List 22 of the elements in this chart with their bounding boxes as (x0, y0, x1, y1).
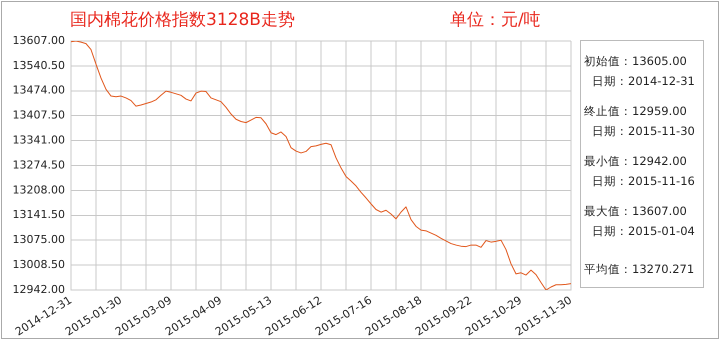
y-tick-label: 13141.50 (12, 208, 65, 222)
text: 最小值：12942.00 (584, 153, 688, 170)
text: 平均值：13270.271 (584, 261, 696, 278)
chart-subtitle: 单位：元/吨 (450, 9, 541, 31)
y-tick-label: 13474.00 (12, 84, 65, 97)
y-tick-label: 13407.50 (12, 108, 65, 122)
text: 初始值：13605.00 (584, 53, 688, 70)
y-tick-label: 13208.00 (12, 183, 65, 196)
text: 终止值：12959.00 (584, 103, 688, 120)
text: 日期：2015-11-16 (591, 173, 696, 190)
y-tick-label: 13607.00 (12, 34, 65, 47)
y-tick-label: 12942.00 (12, 282, 65, 296)
text: 日期：2014-12-31 (591, 73, 696, 90)
text: 最大值：13607.00 (584, 203, 688, 220)
y-tick-label: 13008.50 (12, 258, 65, 271)
text: 日期：2015-11-30 (591, 123, 696, 140)
y-tick-label: 13341.00 (12, 133, 65, 146)
y-tick-label: 13075.00 (12, 233, 65, 246)
y-tick-label: 13540.50 (12, 58, 65, 72)
text: 日期：2015-01-04 (591, 223, 696, 240)
y-tick-label: 13274.50 (12, 158, 65, 172)
chart-title: 国内棉花价格指数3128B走势 (70, 9, 295, 31)
